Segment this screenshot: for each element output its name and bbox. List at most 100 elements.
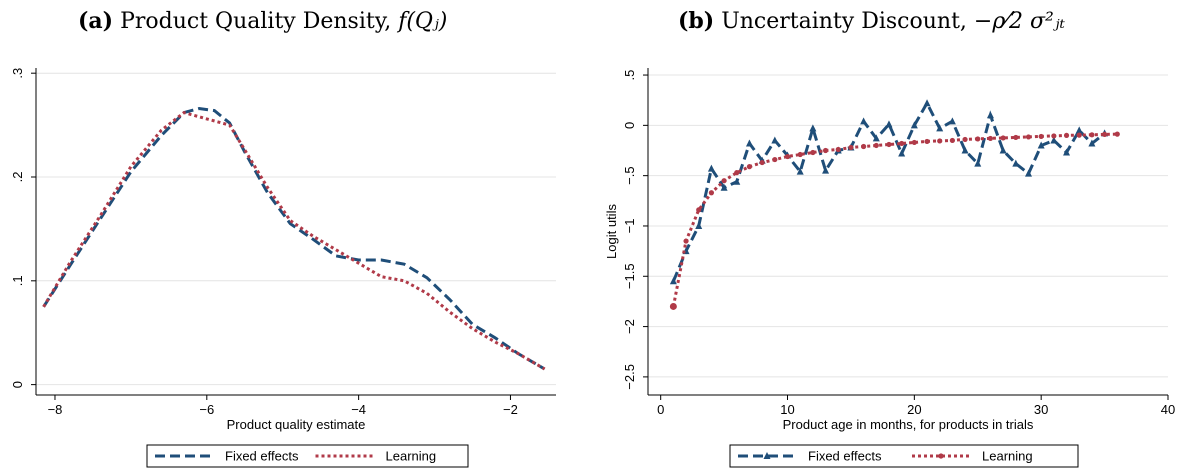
- panel-a-title-text: Product Quality Density,: [120, 9, 392, 34]
- y-tick-label-b-1: 0: [622, 122, 637, 129]
- marker-b-learning-19: [911, 139, 917, 146]
- marker-b-fixed-12: [822, 166, 830, 174]
- marker-b-learning-0: [669, 302, 677, 310]
- marker-b-learning-2: [696, 207, 702, 213]
- marker-b-fixed-25: [986, 111, 994, 119]
- series-line-a-fixed-effects: [42, 106, 546, 371]
- y-tick-label-a-3: .3: [10, 68, 25, 79]
- marker-b-learning-29: [1038, 133, 1044, 140]
- marker-b-learning-21: [937, 138, 943, 144]
- marker-b-fixed-22: [948, 117, 956, 125]
- x-tick-label-a-0: −8: [48, 402, 63, 417]
- legend-label-b-0: Fixed effects: [808, 449, 882, 464]
- y-tick-label-b-2: −.5: [622, 166, 637, 184]
- legend-label-b-1: Learning: [982, 449, 1033, 464]
- legend-marker-b-1: [938, 453, 944, 459]
- marker-b-learning-32: [1076, 132, 1082, 138]
- marker-b-learning-26: [1000, 135, 1006, 141]
- series-line-b-fixed-effects: [672, 100, 1106, 282]
- y-tick-label-b-0: .5: [622, 70, 637, 81]
- marker-b-learning-14: [848, 144, 854, 151]
- marker-b-fixed-8: [771, 136, 779, 144]
- marker-b-fixed-27: [1012, 159, 1020, 167]
- x-tick-label-a-3: −2: [503, 402, 518, 417]
- marker-b-fixed-33: [1088, 139, 1096, 147]
- marker-b-learning-31: [1063, 132, 1070, 139]
- series-line-a-learning: [42, 110, 546, 371]
- y-tick-label-a-0: 0: [10, 381, 25, 388]
- marker-b-learning-5: [734, 170, 740, 176]
- marker-b-fixed-32: [1075, 126, 1083, 134]
- marker-b-learning-11: [810, 149, 816, 156]
- marker-b-learning-3: [708, 190, 715, 196]
- marker-b-fixed-17: [885, 120, 893, 128]
- marker-b-fixed-19: [910, 121, 918, 129]
- panel-b-math: −ρ⁄2 σ²ⱼₜ: [973, 9, 1066, 34]
- x-tick-label-b-1: 10: [780, 402, 794, 417]
- marker-b-fixed-16: [872, 134, 880, 142]
- x-tick-label-b-4: 40: [1161, 402, 1175, 417]
- legend-label-a-0: Fixed effects: [225, 449, 299, 464]
- marker-b-fixed-29: [1037, 141, 1045, 149]
- marker-b-learning-24: [975, 136, 981, 142]
- x-tick-label-a-2: −4: [351, 402, 366, 417]
- y-tick-label-b-5: −2: [622, 319, 637, 334]
- panel-a-math: f(Qⱼ): [398, 9, 448, 34]
- marker-b-learning-7: [759, 159, 765, 166]
- marker-b-learning-13: [835, 146, 841, 153]
- x-tick-label-b-0: 0: [657, 402, 664, 417]
- x-axis-label-a: Product quality estimate: [227, 417, 366, 432]
- y-tick-label-b-4: −1.5: [622, 263, 637, 289]
- marker-b-learning-9: [784, 153, 791, 160]
- marker-b-fixed-31: [1063, 148, 1071, 156]
- panel-b-prefix: (b): [678, 8, 715, 34]
- marker-b-learning-12: [822, 147, 829, 154]
- y-tick-label-a-1: .1: [10, 275, 25, 286]
- panel-b-title: (b) Uncertainty Discount, −ρ⁄2 σ²ⱼₜ: [678, 8, 1065, 34]
- marker-b-fixed-3: [707, 164, 715, 172]
- marker-b-learning-22: [949, 137, 955, 144]
- marker-b-learning-34: [1101, 131, 1108, 138]
- y-tick-label-b-6: −2.5: [622, 364, 637, 390]
- x-axis-label-b: Product age in months, for products in t…: [783, 417, 1034, 432]
- marker-b-fixed-28: [1024, 169, 1032, 177]
- panel-b-title-text: Uncertainty Discount,: [721, 9, 967, 34]
- y-tick-label-b-3: −1: [622, 219, 637, 234]
- panel-a-title: (a) Product Quality Density, f(Qⱼ): [78, 8, 447, 34]
- legend-label-a-1: Learning: [386, 449, 437, 464]
- marker-b-learning-6: [746, 164, 753, 170]
- series-line-b-learning: [671, 132, 1118, 307]
- marker-b-fixed-11: [809, 124, 817, 132]
- marker-b-learning-8: [772, 156, 778, 163]
- marker-b-fixed-18: [898, 149, 906, 157]
- y-tick-label-a-2: .2: [10, 172, 25, 183]
- marker-b-fixed-5: [733, 177, 741, 185]
- marker-b-fixed-24: [974, 159, 982, 167]
- marker-b-learning-15: [861, 143, 867, 150]
- marker-b-fixed-15: [860, 117, 868, 125]
- marker-b-learning-25: [987, 135, 994, 142]
- marker-b-learning-35: [1114, 131, 1120, 137]
- marker-b-learning-4: [721, 178, 727, 184]
- marker-b-learning-30: [1051, 133, 1057, 139]
- marker-b-fixed-10: [796, 167, 804, 175]
- x-tick-label-b-3: 30: [1034, 402, 1048, 417]
- marker-b-learning-28: [1025, 134, 1032, 140]
- marker-b-fixed-0: [669, 277, 677, 285]
- marker-b-fixed-23: [961, 146, 969, 154]
- marker-b-learning-17: [886, 141, 892, 148]
- legend-marker-b-0: [763, 452, 771, 459]
- x-tick-label-a-1: −6: [199, 402, 214, 417]
- marker-b-fixed-30: [1050, 136, 1058, 144]
- marker-b-learning-20: [924, 138, 930, 145]
- marker-b-learning-18: [899, 140, 905, 147]
- x-tick-label-b-2: 20: [907, 402, 921, 417]
- marker-b-learning-23: [962, 136, 968, 143]
- marker-b-fixed-2: [695, 221, 703, 229]
- panel-a-prefix: (a): [78, 8, 114, 34]
- marker-b-fixed-26: [999, 146, 1007, 154]
- marker-b-fixed-6: [745, 139, 753, 147]
- marker-b-fixed-4: [720, 183, 728, 191]
- marker-b-learning-16: [873, 142, 879, 149]
